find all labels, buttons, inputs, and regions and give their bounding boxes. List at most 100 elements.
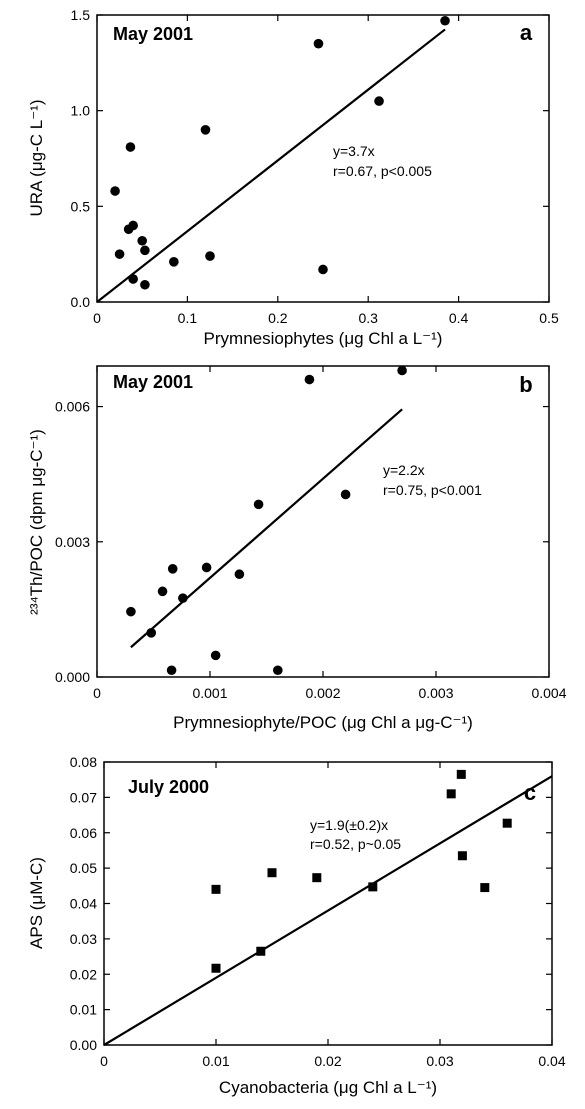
- data-point: [110, 186, 120, 196]
- panel-letter: b: [519, 372, 532, 397]
- x-tick-label: 0.3: [358, 310, 378, 326]
- panel-b: 0 0.001 0.002 0.003 0.004 0.000 0.003 0.006 May …: [27, 365, 567, 732]
- x-tick-label: 0.04: [538, 1053, 565, 1069]
- data-point: [397, 365, 407, 376]
- x-axis-title: Cyanobacteria (μg Chl a L⁻¹): [219, 1078, 437, 1097]
- data-point: [128, 220, 138, 231]
- y-axis-title: URA (μg-C L⁻¹): [27, 100, 46, 217]
- x-tick-label: 0.02: [314, 1053, 341, 1069]
- y-tick-label: 0.0: [71, 294, 91, 310]
- x-tick-label: 0.03: [426, 1053, 453, 1069]
- y-tick-label: 0.05: [70, 860, 97, 876]
- data-point: [253, 499, 264, 510]
- x-tick-label: 0: [93, 310, 101, 326]
- panel-a: 0 0.1 0.2 0.3 0.4 0.5 0.0 0.5 1.0 1.5 May 2001 a y=3…: [27, 7, 559, 348]
- panel-c: 0 0.01 0.02 0.03 0.04 0.00 0.01 0.02 0.03 0.04 0.0…: [27, 754, 566, 1097]
- y-tick-label: 1.5: [71, 7, 91, 23]
- x-tick-label: 0.2: [268, 310, 288, 326]
- data-point: [267, 868, 277, 878]
- x-tick-label: 0: [100, 1053, 108, 1069]
- date-label: July 2000: [128, 777, 209, 797]
- data-point: [313, 38, 324, 49]
- data-point: [137, 235, 147, 246]
- y-tick-label: 0.06: [70, 825, 97, 841]
- data-point: [318, 264, 328, 275]
- x-axis-title: Prymnesiophyte/POC (μg Chl a μg-C⁻¹): [173, 713, 473, 732]
- x-tick-label: 0.004: [531, 685, 566, 701]
- x-tick-label: 0.003: [418, 685, 453, 701]
- data-point: [502, 818, 512, 828]
- data-point: [114, 249, 125, 259]
- fit-annotation-line: y=2.2x: [383, 462, 425, 478]
- data-point: [312, 873, 322, 883]
- y-tick-label: 0.08: [70, 754, 97, 770]
- data-point: [440, 15, 450, 26]
- data-point: [234, 569, 245, 580]
- x-axis-title: Prymnesiophytes (μg Chl a L⁻¹): [204, 329, 443, 348]
- regression-line: [96, 28, 446, 303]
- x-tick-label: 0.01: [202, 1053, 229, 1069]
- plot-frame: [96, 365, 550, 678]
- y-tick-label: 0.03: [70, 931, 97, 947]
- data-point: [128, 274, 138, 284]
- data-point: [146, 628, 157, 638]
- date-label: May 2001: [113, 24, 193, 44]
- data-point: [201, 562, 212, 573]
- data-point: [256, 946, 266, 956]
- y-tick-label: 1.0: [71, 103, 91, 119]
- data-point: [140, 245, 150, 256]
- y-tick-label: 0.003: [55, 534, 90, 550]
- data-point: [166, 665, 177, 676]
- x-tick-label: 0.002: [305, 685, 340, 701]
- panel-letter: c: [524, 780, 536, 805]
- data-point: [126, 606, 136, 617]
- data-point: [157, 586, 168, 597]
- data-point: [125, 142, 136, 152]
- y-tick-label: 0.5: [71, 198, 91, 214]
- panel-letter: a: [520, 20, 533, 45]
- y-tick-label: 0.07: [70, 789, 97, 805]
- data-point: [446, 789, 456, 799]
- plot-frame: [96, 14, 550, 303]
- data-point: [273, 665, 283, 676]
- y-axis-title: ²³⁴Th/POC (dpm μg-C⁻¹): [27, 429, 46, 615]
- y-tick-label: 0.00: [70, 1037, 97, 1053]
- data-point: [374, 96, 384, 106]
- data-point: [456, 769, 466, 779]
- data-point: [205, 251, 215, 261]
- data-point: [140, 279, 150, 290]
- x-tick-label: 0.001: [192, 685, 227, 701]
- y-tick-label: 0.02: [70, 966, 97, 982]
- data-point: [457, 851, 467, 861]
- data-point: [169, 257, 179, 267]
- data-point: [368, 882, 378, 892]
- data-point: [167, 564, 178, 574]
- x-tick-label: 0.1: [178, 310, 198, 326]
- regression-line: [130, 408, 403, 649]
- plot-frame: [103, 761, 553, 1046]
- data-point: [211, 963, 221, 973]
- data-point: [340, 489, 351, 500]
- y-tick-label: 0.006: [55, 399, 90, 415]
- fit-annotation-line: r=0.67, p<0.005: [333, 163, 432, 179]
- fit-annotation-line: y=3.7x: [333, 143, 375, 159]
- date-label: May 2001: [113, 372, 193, 392]
- data-point: [304, 374, 315, 385]
- fit-annotation-line: r=0.75, p<0.001: [383, 482, 482, 498]
- y-axis-title: APS (μM-C): [27, 857, 46, 949]
- x-tick-label: 0: [93, 685, 101, 701]
- x-tick-label: 0.5: [539, 310, 559, 326]
- data-point: [178, 593, 188, 603]
- data-point: [200, 125, 211, 135]
- y-tick-label: 0.000: [55, 669, 90, 685]
- y-tick-label: 0.01: [70, 1002, 97, 1018]
- data-point: [480, 883, 490, 893]
- fit-annotation-line: y=1.9(±0.2)x: [310, 817, 388, 833]
- data-point: [211, 884, 221, 894]
- regression-line: [103, 775, 553, 1046]
- data-point: [210, 650, 221, 661]
- fit-annotation-line: r=0.52, p~0.05: [310, 836, 401, 852]
- y-tick-label: 0.04: [70, 896, 97, 912]
- x-tick-label: 0.4: [449, 310, 469, 326]
